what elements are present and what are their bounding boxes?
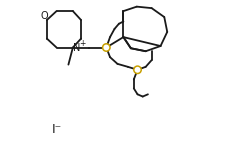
- Circle shape: [133, 66, 141, 74]
- Text: I⁻: I⁻: [51, 123, 61, 136]
- Text: N: N: [73, 42, 81, 52]
- Circle shape: [102, 44, 110, 51]
- Text: +: +: [79, 39, 85, 48]
- Text: O: O: [41, 11, 48, 21]
